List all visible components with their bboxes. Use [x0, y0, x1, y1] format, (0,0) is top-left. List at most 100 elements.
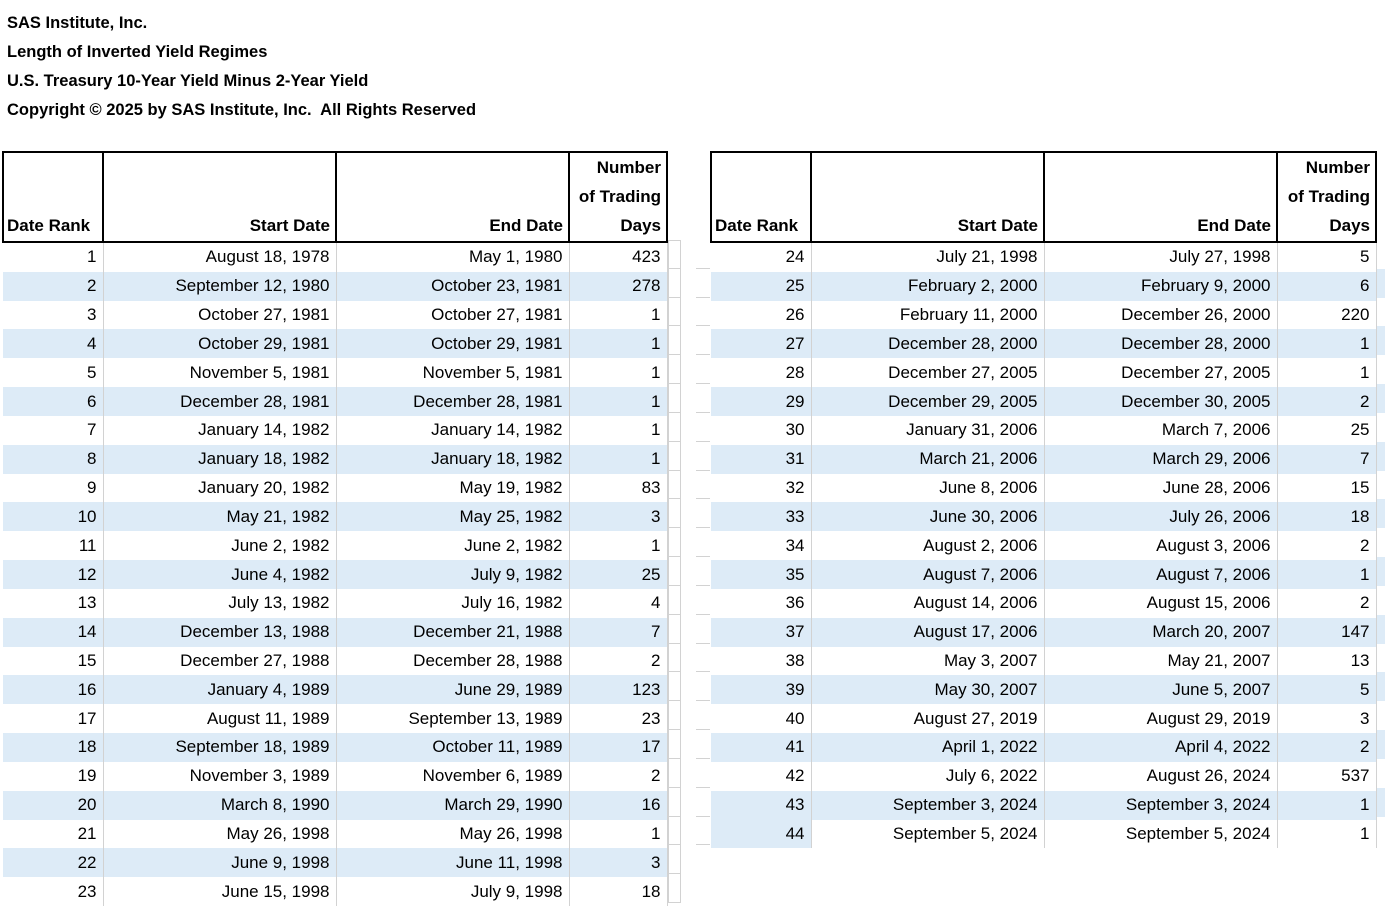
cell-start-date: April 1, 2022 [811, 733, 1045, 762]
cell-date-rank: 10 [3, 502, 104, 532]
cell-date-rank: 33 [711, 502, 812, 532]
cell-date-rank: 31 [711, 444, 812, 474]
table-row: 6 December 28, 1981 December 28, 1981 1 [3, 387, 668, 416]
cell-trading-days: 123 [569, 675, 668, 705]
cell-end-date: December 28, 1981 [336, 387, 570, 416]
bcell [1377, 672, 1385, 702]
cell-start-date: September 18, 1989 [103, 733, 337, 762]
cell-end-date: March 7, 2006 [1044, 415, 1278, 445]
gcell [668, 384, 681, 413]
cell-start-date: May 3, 2007 [811, 646, 1045, 676]
cell-date-rank: 17 [3, 704, 104, 734]
table-row: 43 September 3, 2024 September 3, 2024 1 [711, 790, 1377, 820]
gline [696, 442, 710, 471]
cell-end-date: August 26, 2024 [1044, 761, 1278, 791]
cell-date-rank: 23 [3, 877, 104, 906]
table-row: 20 March 8, 1990 March 29, 1990 16 [3, 790, 668, 820]
cell-trading-days: 23 [569, 704, 668, 734]
cell-date-rank: 34 [711, 531, 812, 561]
bcell [1377, 471, 1385, 500]
gcell [668, 874, 681, 904]
cell-date-rank: 1 [3, 242, 104, 272]
cell-end-date: December 28, 1988 [336, 646, 570, 676]
table-row: 11 June 2, 1982 June 2, 1982 1 [3, 531, 668, 561]
cell-date-rank: 37 [711, 617, 812, 647]
company-name: SAS Institute, Inc. [7, 14, 148, 32]
cell-end-date: October 27, 1981 [336, 300, 570, 330]
cell-end-date: June 29, 1989 [336, 675, 570, 705]
table-body-right: 24 July 21, 1998 July 27, 1998 5 25 February … [711, 242, 1377, 849]
col-header-trading-days: Number of Trading Days [568, 151, 668, 243]
gline [696, 384, 710, 413]
cell-end-date: June 5, 2007 [1044, 675, 1278, 705]
table-row: 26 February 11, 2000 December 26, 2000 220 [711, 300, 1377, 330]
gcell [668, 412, 681, 442]
gline [696, 817, 710, 846]
bcell [1377, 787, 1385, 817]
report-subtitle: U.S. Treasury 10-Year Yield Minus 2-Year… [7, 72, 369, 90]
cell-trading-days: 6 [1277, 271, 1377, 301]
cell-end-date: July 9, 1982 [336, 560, 570, 589]
cell-end-date: July 9, 1998 [336, 877, 570, 906]
cell-date-rank: 39 [711, 675, 812, 705]
cell-date-rank: 44 [711, 819, 812, 849]
cell-end-date: April 4, 2022 [1044, 733, 1278, 762]
cell-end-date: November 6, 1989 [336, 761, 570, 791]
cell-start-date: November 3, 1989 [103, 761, 337, 791]
table-row: 7 January 14, 1982 January 14, 1982 1 [3, 415, 668, 445]
table-row: 35 August 7, 2006 August 7, 2006 1 [711, 560, 1377, 589]
cell-start-date: January 31, 2006 [811, 415, 1045, 445]
cell-trading-days: 1 [569, 444, 668, 474]
bcell [1377, 730, 1385, 759]
gcell [668, 614, 681, 644]
cell-date-rank: 21 [3, 819, 104, 849]
cell-start-date: March 21, 2006 [811, 444, 1045, 474]
cell-end-date: March 20, 2007 [1044, 617, 1278, 647]
cell-start-date: December 28, 2000 [811, 329, 1045, 359]
cell-trading-days: 1 [569, 531, 668, 561]
cell-trading-days: 18 [1277, 502, 1377, 532]
table-row: 1 August 18, 1978 May 1, 1980 423 [3, 242, 668, 272]
cell-start-date: August 17, 2006 [811, 617, 1045, 647]
table-row: 44 September 5, 2024 September 5, 2024 1 [711, 819, 1377, 849]
gcell [668, 557, 681, 586]
cell-start-date: July 13, 1982 [103, 588, 337, 618]
cell-start-date: January 14, 1982 [103, 415, 337, 445]
cell-trading-days: 1 [569, 358, 668, 388]
cell-start-date: September 5, 2024 [811, 819, 1045, 849]
cell-trading-days: 17 [569, 733, 668, 762]
cell-trading-days: 1 [569, 300, 668, 330]
bcell [1377, 384, 1385, 413]
cell-start-date: July 21, 1998 [811, 242, 1045, 272]
cell-start-date: July 6, 2022 [811, 761, 1045, 791]
cell-date-rank: 42 [711, 761, 812, 791]
cell-trading-days: 5 [1277, 242, 1377, 272]
cell-date-rank: 4 [3, 329, 104, 359]
gline [696, 355, 710, 385]
bcell [1377, 298, 1385, 327]
table-row: 16 January 4, 1989 June 29, 1989 123 [3, 675, 668, 705]
cell-trading-days: 7 [1277, 444, 1377, 474]
cell-trading-days: 1 [569, 819, 668, 849]
cell-date-rank: 18 [3, 733, 104, 762]
cell-start-date: September 12, 1980 [103, 271, 337, 301]
table-row: 42 July 6, 2022 August 26, 2024 537 [711, 761, 1377, 791]
cell-end-date: June 11, 1998 [336, 848, 570, 878]
cell-trading-days: 4 [569, 588, 668, 618]
cell-trading-days: 1 [569, 387, 668, 416]
cell-trading-days: 1 [1277, 819, 1377, 849]
cell-start-date: January 20, 1982 [103, 473, 337, 503]
gcell [668, 499, 681, 529]
cell-start-date: June 2, 1982 [103, 531, 337, 561]
regimes-table-left: Date Rank Start Date End Date Number of … [2, 151, 668, 906]
cell-start-date: September 3, 2024 [811, 790, 1045, 820]
col-header-end-date: End Date [1043, 151, 1278, 243]
cell-start-date: August 14, 2006 [811, 588, 1045, 618]
gline [696, 413, 710, 442]
header-row: Date Rank Start Date End Date Number of … [710, 151, 1377, 243]
cell-trading-days: 537 [1277, 761, 1377, 791]
cell-date-rank: 29 [711, 387, 812, 416]
cell-trading-days: 2 [569, 646, 668, 676]
cell-end-date: December 27, 2005 [1044, 358, 1278, 388]
cell-end-date: February 9, 2000 [1044, 271, 1278, 301]
